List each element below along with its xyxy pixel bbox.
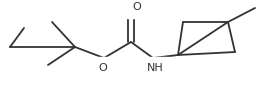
Text: NH: NH: [147, 63, 163, 73]
Text: O: O: [99, 63, 107, 73]
Text: O: O: [133, 2, 141, 12]
